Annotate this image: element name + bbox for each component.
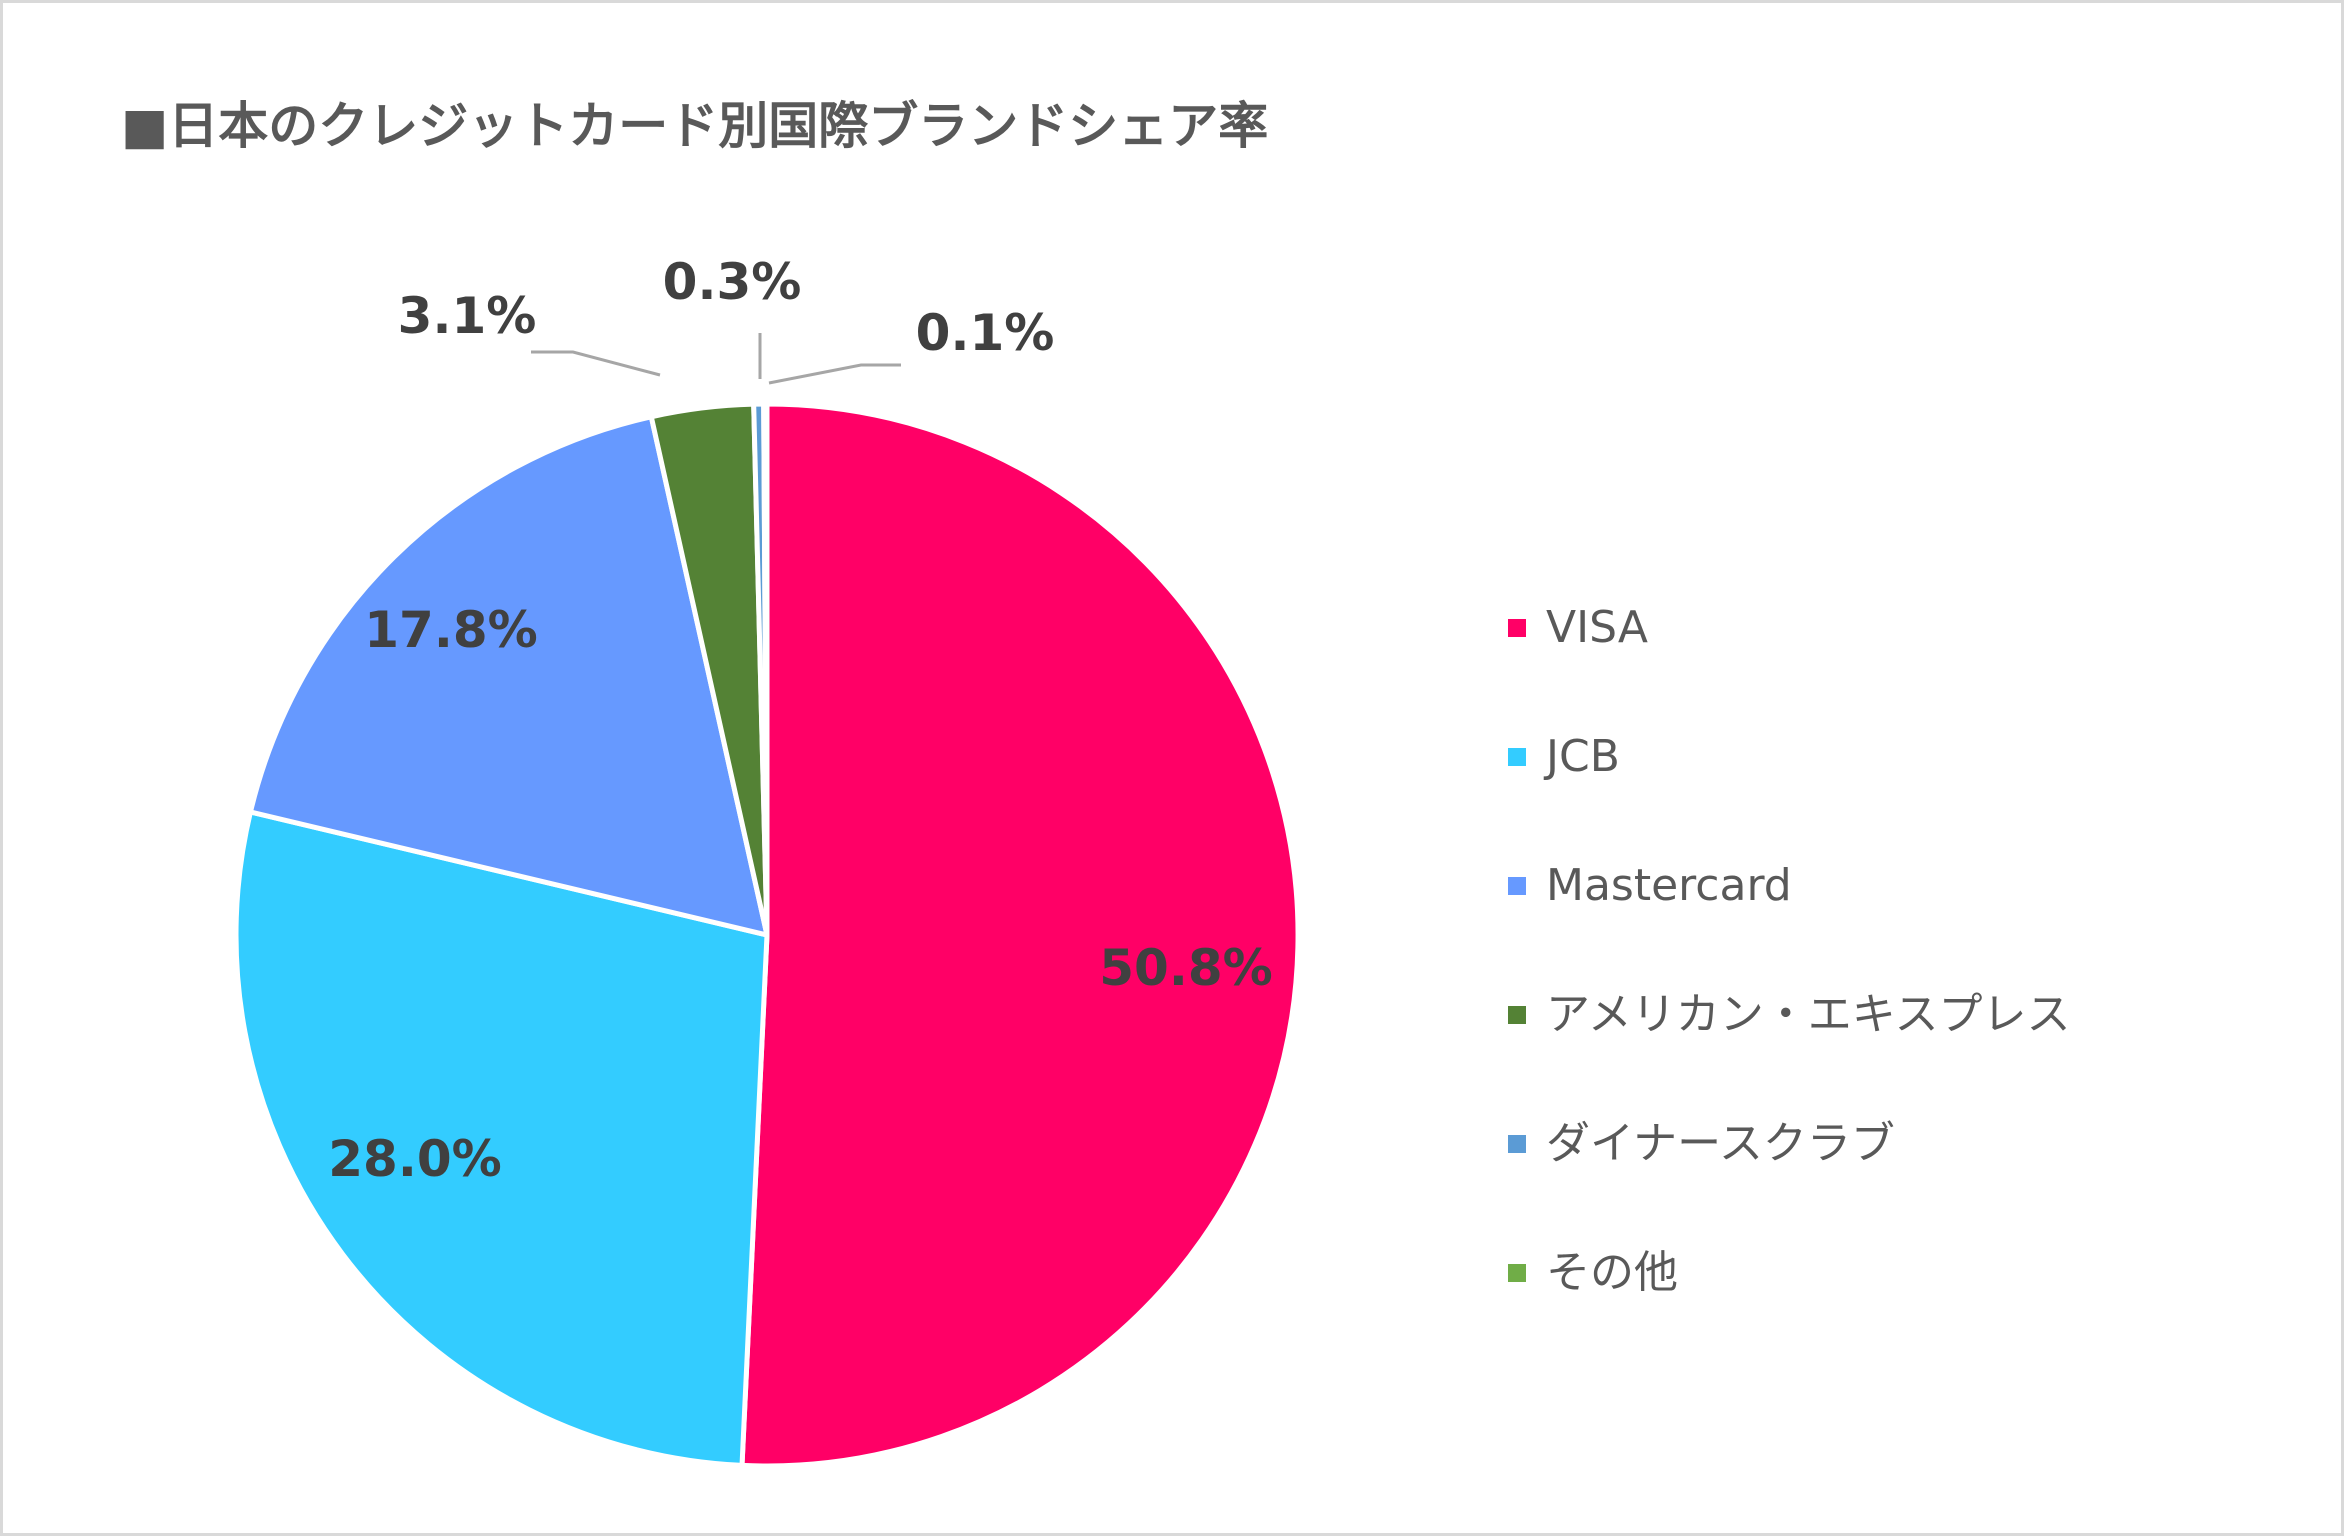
data-labels: 50.8% 28.0% 17.8% 3.1% 0.3% 0.1% bbox=[328, 253, 1272, 1188]
legend-swatch-visa bbox=[1508, 618, 1526, 637]
legend: VISA JCB Mastercard アメリカン・エキスプレス ダイナースクラ… bbox=[1508, 563, 2070, 1337]
legend-label-jcb: JCB bbox=[1546, 730, 1620, 782]
data-label-other: 0.1% bbox=[916, 304, 1055, 362]
pie-slice-other[interactable] bbox=[761, 401, 770, 938]
legend-swatch-diners bbox=[1508, 1134, 1526, 1153]
data-label-mastercard: 17.8% bbox=[364, 601, 537, 659]
legend-item-mastercard[interactable]: Mastercard bbox=[1508, 821, 2070, 950]
legend-label-amex: アメリカン・エキスプレス bbox=[1546, 988, 2071, 1040]
data-label-visa: 50.8% bbox=[1099, 939, 1272, 997]
leader-line-other bbox=[768, 363, 901, 385]
legend-item-jcb[interactable]: JCB bbox=[1508, 692, 2070, 821]
data-label-diners: 0.3% bbox=[663, 253, 802, 311]
legend-item-other[interactable]: その他 bbox=[1508, 1208, 2070, 1337]
legend-label-visa: VISA bbox=[1546, 601, 1648, 653]
data-label-amex: 3.1% bbox=[398, 287, 537, 345]
legend-label-diners: ダイナースクラブ bbox=[1546, 1117, 1895, 1169]
legend-item-amex[interactable]: アメリカン・エキスプレス bbox=[1508, 950, 2070, 1079]
legend-swatch-mastercard bbox=[1508, 876, 1526, 895]
pie-slice-visa[interactable] bbox=[739, 401, 1301, 1469]
data-label-jcb: 28.0% bbox=[328, 1130, 501, 1188]
legend-swatch-jcb bbox=[1508, 747, 1526, 766]
pie-chart: 50.8% 28.0% 17.8% 3.1% 0.3% 0.1% bbox=[233, 253, 1301, 1469]
legend-item-visa[interactable]: VISA bbox=[1508, 563, 2070, 692]
pie-slice-jcb[interactable] bbox=[233, 809, 770, 1468]
legend-label-mastercard: Mastercard bbox=[1546, 859, 1792, 911]
legend-label-other: その他 bbox=[1546, 1246, 1678, 1298]
pie-slices bbox=[233, 401, 1301, 1469]
leader-lines bbox=[531, 333, 901, 385]
chart-title: ■日本のクレジットカード別国際ブランドシェア率 bbox=[121, 97, 1269, 155]
legend-swatch-amex bbox=[1508, 1005, 1526, 1024]
legend-swatch-other bbox=[1508, 1263, 1526, 1282]
pie-slice-mastercard[interactable] bbox=[247, 414, 770, 938]
leader-line-amex bbox=[531, 350, 661, 377]
legend-item-diners[interactable]: ダイナースクラブ bbox=[1508, 1079, 2070, 1208]
